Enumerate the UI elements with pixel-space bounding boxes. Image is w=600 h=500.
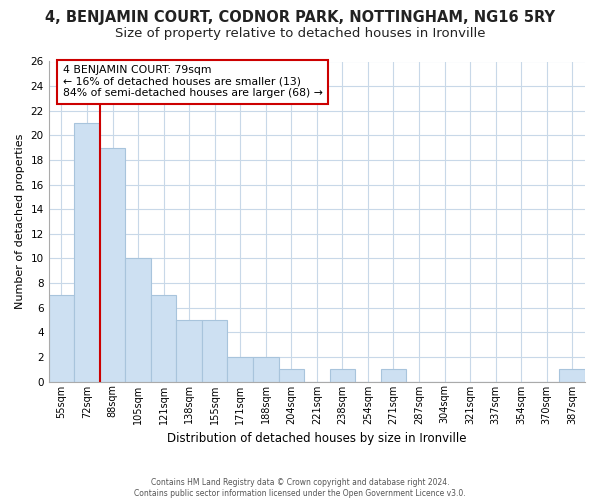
Bar <box>329 369 355 382</box>
Bar <box>176 320 202 382</box>
Bar <box>278 369 304 382</box>
X-axis label: Distribution of detached houses by size in Ironville: Distribution of detached houses by size … <box>167 432 467 445</box>
Text: 4, BENJAMIN COURT, CODNOR PARK, NOTTINGHAM, NG16 5RY: 4, BENJAMIN COURT, CODNOR PARK, NOTTINGH… <box>45 10 555 25</box>
Y-axis label: Number of detached properties: Number of detached properties <box>15 134 25 309</box>
Bar <box>49 296 74 382</box>
Text: Contains HM Land Registry data © Crown copyright and database right 2024.
Contai: Contains HM Land Registry data © Crown c… <box>134 478 466 498</box>
Text: 4 BENJAMIN COURT: 79sqm
← 16% of detached houses are smaller (13)
84% of semi-de: 4 BENJAMIN COURT: 79sqm ← 16% of detache… <box>63 65 323 98</box>
Text: Size of property relative to detached houses in Ironville: Size of property relative to detached ho… <box>115 28 485 40</box>
Bar <box>202 320 227 382</box>
Bar <box>380 369 406 382</box>
Bar <box>100 148 125 382</box>
Bar <box>559 369 585 382</box>
Bar <box>74 123 100 382</box>
Bar <box>125 258 151 382</box>
Bar <box>227 357 253 382</box>
Bar <box>253 357 278 382</box>
Bar <box>151 296 176 382</box>
